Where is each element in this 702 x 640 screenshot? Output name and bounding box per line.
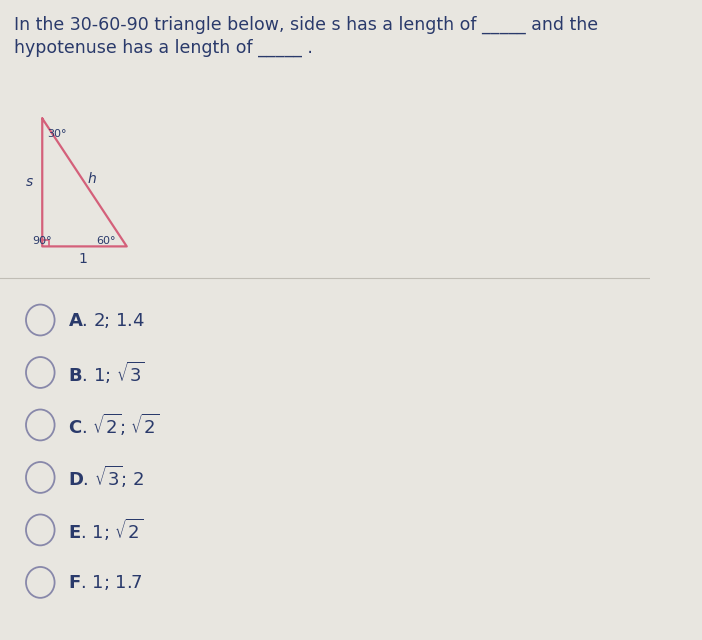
Text: $\mathbf{E}$. 1; $\sqrt{2}$: $\mathbf{E}$. 1; $\sqrt{2}$ (68, 517, 144, 543)
Text: $\mathbf{F}$. 1; 1.7: $\mathbf{F}$. 1; 1.7 (68, 573, 143, 592)
Text: $\mathbf{D}$. $\sqrt{3}$; 2: $\mathbf{D}$. $\sqrt{3}$; 2 (68, 465, 145, 490)
Text: $\mathbf{C}$. $\sqrt{2}$; $\sqrt{2}$: $\mathbf{C}$. $\sqrt{2}$; $\sqrt{2}$ (68, 412, 159, 438)
Text: 30°: 30° (47, 129, 66, 140)
Text: 60°: 60° (96, 236, 116, 246)
Text: h: h (88, 172, 97, 186)
Text: $\mathbf{A}$. 2; 1.4: $\mathbf{A}$. 2; 1.4 (68, 310, 145, 330)
Text: $\mathbf{B}$. 1; $\sqrt{3}$: $\mathbf{B}$. 1; $\sqrt{3}$ (68, 360, 145, 385)
Text: hypotenuse has a length of _____ .: hypotenuse has a length of _____ . (14, 38, 313, 57)
Text: s: s (26, 175, 33, 189)
Text: 1: 1 (79, 252, 88, 266)
Text: 90°: 90° (32, 236, 52, 246)
Text: In the 30-60-90 triangle below, side s has a length of _____ and the: In the 30-60-90 triangle below, side s h… (14, 16, 598, 35)
